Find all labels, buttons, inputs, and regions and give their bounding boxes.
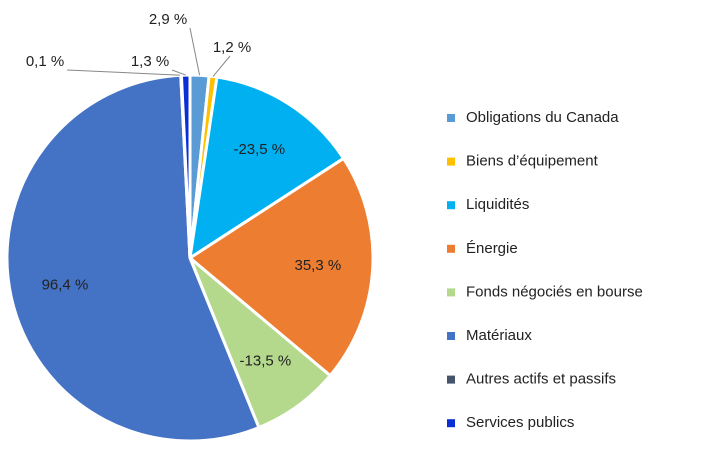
- leader-line: [212, 55, 231, 77]
- legend-swatch: [447, 375, 455, 384]
- legend-swatch: [447, 244, 455, 253]
- data-label: 2,9 %: [149, 11, 187, 28]
- legend-label: Services publics: [466, 414, 574, 431]
- pie-slice: [187, 156, 375, 378]
- legend-label: Obligations du Canada: [466, 109, 619, 126]
- data-label: 96,4 %: [42, 277, 89, 294]
- legend-label: Liquidités: [466, 196, 529, 213]
- leader-line: [66, 69, 182, 76]
- legend-swatch: [447, 288, 455, 297]
- data-label: -13,5 %: [240, 353, 292, 370]
- legend-swatch: [447, 201, 455, 210]
- legend-label: Énergie: [466, 240, 518, 257]
- pie-slice: [188, 75, 346, 262]
- legend-swatch: [447, 157, 455, 166]
- legend-label: Matériaux: [466, 327, 532, 344]
- legend-swatch: [447, 419, 455, 428]
- legend-label: Fonds négociés en bourse: [466, 283, 643, 300]
- leader-line: [189, 27, 201, 76]
- legend-swatch: [447, 332, 455, 340]
- data-label: -23,5 %: [233, 141, 285, 158]
- pie-slice: [5, 73, 261, 443]
- data-label: 1,2 %: [213, 39, 251, 56]
- data-label: 1,3 %: [131, 53, 169, 70]
- data-label: 0,1 %: [26, 53, 64, 70]
- legend-label: Autres actifs et passifs: [466, 371, 616, 388]
- legend-label: Biens d’équipement: [466, 153, 599, 170]
- legend-swatch: [447, 114, 455, 122]
- data-label: 35,3 %: [295, 257, 342, 274]
- leader-line: [171, 69, 186, 76]
